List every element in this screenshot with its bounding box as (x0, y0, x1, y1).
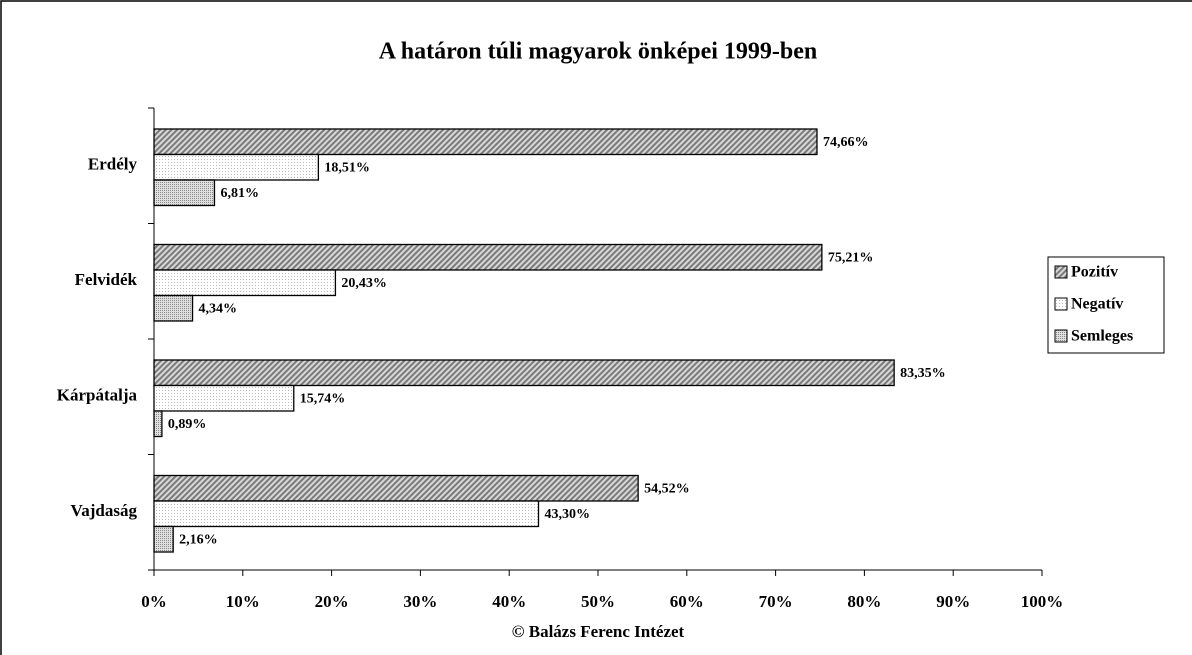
x-tick-label: 30% (403, 592, 437, 611)
legend-label: Semleges (1071, 328, 1133, 345)
category-label: Kárpátalja (57, 386, 138, 405)
value-label: 20,43% (341, 276, 387, 291)
value-label: 54,52% (644, 481, 690, 496)
bar (153, 359, 895, 387)
bar (153, 500, 540, 528)
category-label: Felvidék (75, 270, 138, 289)
category-label: Erdély (88, 155, 138, 174)
bar (153, 153, 320, 181)
value-label: 74,66% (823, 135, 869, 150)
source: © Balázs Ferenc Intézet (512, 622, 685, 641)
legend-label: Pozitív (1071, 264, 1118, 281)
bar (153, 243, 823, 271)
value-label: 15,74% (300, 391, 346, 406)
bar (153, 128, 818, 156)
legend-swatch (1054, 297, 1068, 311)
x-tick-label: 80% (847, 592, 881, 611)
value-label: 43,30% (545, 507, 591, 522)
legend-swatch (1054, 265, 1068, 279)
value-label: 2,16% (179, 532, 218, 547)
x-tick-label: 40% (492, 592, 526, 611)
bar (153, 294, 194, 322)
bar (153, 179, 216, 207)
x-tick-label: 10% (226, 592, 260, 611)
x-tick-label: 70% (759, 592, 793, 611)
x-tick-label: 100% (1021, 592, 1064, 611)
x-tick-label: 50% (581, 592, 615, 611)
x-tick-label: 0% (141, 592, 167, 611)
value-label: 0,89% (168, 417, 207, 432)
value-label: 75,21% (828, 250, 874, 265)
value-label: 83,35% (900, 366, 946, 381)
legend-swatch (1054, 329, 1068, 343)
bar (153, 525, 174, 553)
x-tick-label: 60% (670, 592, 704, 611)
bar (153, 269, 337, 297)
x-tick-label: 90% (936, 592, 970, 611)
value-label: 4,34% (199, 301, 238, 316)
bar (153, 384, 295, 412)
value-label: 6,81% (220, 186, 258, 201)
legend-label: Negatív (1071, 296, 1123, 313)
x-tick-label: 20% (315, 592, 349, 611)
category-label: Vajdaság (71, 501, 138, 520)
bar (153, 474, 639, 502)
value-label: 18,51% (324, 160, 370, 175)
bar (153, 410, 163, 438)
chart-title: A határon túli magyarok önképei 1999-ben (379, 39, 818, 65)
